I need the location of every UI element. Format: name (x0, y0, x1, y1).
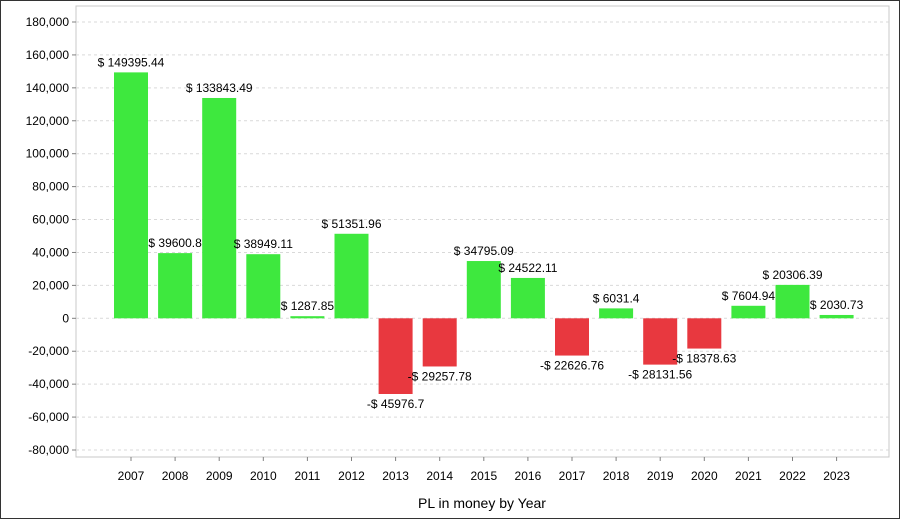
x-tick-label: 2012 (338, 469, 365, 483)
bar-2014 (422, 318, 457, 367)
x-tick-label: 2007 (118, 469, 145, 483)
data-label-2008: $ 39600.8 (148, 236, 202, 250)
bar-2017 (555, 318, 589, 356)
x-tick-label: 2019 (647, 469, 674, 483)
bar-2015 (466, 261, 501, 319)
bar-2020 (687, 318, 722, 349)
y-tick-label: 140,000 (26, 81, 70, 95)
data-label-2019: -$ 28131.56 (628, 368, 692, 382)
data-label-2023: $ 2030.73 (810, 298, 864, 312)
data-label-2015: $ 34795.09 (454, 244, 514, 258)
data-label-2007: $ 149395.44 (98, 55, 165, 69)
y-tick-label: 20,000 (32, 278, 69, 292)
y-tick-label: 80,000 (32, 180, 69, 194)
data-label-2013: -$ 45976.7 (367, 397, 425, 411)
data-label-2021: $ 7604.94 (722, 289, 776, 303)
y-tick-label: -80,000 (28, 443, 69, 457)
x-tick-label: 2010 (250, 469, 277, 483)
data-label-2016: $ 24522.11 (498, 261, 557, 275)
y-tick-label: -40,000 (28, 377, 69, 391)
data-label-2011: $ 1287.85 (281, 299, 335, 313)
x-tick-label: 2008 (162, 469, 189, 483)
x-axis-title: PL in money by Year (418, 495, 546, 511)
y-tick-label: 180,000 (26, 15, 70, 29)
x-axis: 2007 2008 2009 2010 2011 2012 2013 2014 2015 2016… (118, 457, 850, 483)
bars (114, 72, 854, 394)
bar-2008 (158, 253, 193, 319)
data-label-2022: $ 20306.39 (762, 268, 822, 282)
bar-2013 (378, 318, 413, 394)
data-label-2020: -$ 18378.63 (672, 352, 736, 366)
y-tick-label: -20,000 (28, 344, 69, 358)
bar-2012 (334, 233, 369, 319)
y-tick-label: 0 (62, 311, 69, 325)
y-tick-label: 120,000 (26, 114, 70, 128)
x-tick-label: 2009 (206, 469, 233, 483)
x-tick-label: 2023 (823, 469, 850, 483)
y-tick-label: 60,000 (32, 213, 69, 227)
x-tick-label: 2017 (559, 469, 586, 483)
bar-2022 (775, 284, 810, 319)
bar-2023 (819, 314, 854, 319)
bar-2011 (290, 316, 325, 319)
data-label-2014: -$ 29257.78 (408, 369, 472, 383)
bar-2010 (246, 254, 281, 319)
bar-2018 (599, 308, 634, 319)
y-tick-label: 100,000 (26, 147, 70, 161)
data-labels: $ 149395.44 $ 39600.8 $ 133843.49 $ 38949.1… (98, 55, 864, 411)
y-tick-label: 160,000 (26, 48, 70, 62)
y-tick-label: -60,000 (28, 410, 69, 424)
bar-2016 (510, 277, 545, 319)
y-axis: 180,000 160,000 140,000 120,000 100,000 80,00… (26, 15, 76, 457)
bar-2021 (731, 305, 766, 319)
x-tick-label: 2011 (294, 469, 320, 483)
y-tick-label: 40,000 (32, 245, 69, 259)
data-label-2010: $ 38949.11 (234, 237, 293, 251)
x-tick-label: 2015 (470, 469, 497, 483)
x-tick-label: 2016 (515, 469, 542, 483)
data-label-2017: -$ 22626.76 (540, 359, 604, 373)
gridlines (75, 5, 890, 458)
x-tick-label: 2013 (382, 469, 409, 483)
x-tick-label: 2022 (779, 469, 806, 483)
data-label-2009: $ 133843.49 (186, 81, 253, 95)
plot-area (75, 5, 890, 458)
bar-2009 (202, 97, 237, 319)
x-tick-label: 2021 (735, 469, 762, 483)
x-tick-label: 2018 (603, 469, 630, 483)
data-label-2018: $ 6031.4 (593, 291, 640, 305)
x-tick-label: 2014 (426, 469, 453, 483)
bar-2019 (643, 318, 678, 365)
bar-2007 (114, 72, 148, 319)
x-tick-label: 2020 (691, 469, 718, 483)
data-label-2012: $ 51351.96 (321, 217, 381, 231)
